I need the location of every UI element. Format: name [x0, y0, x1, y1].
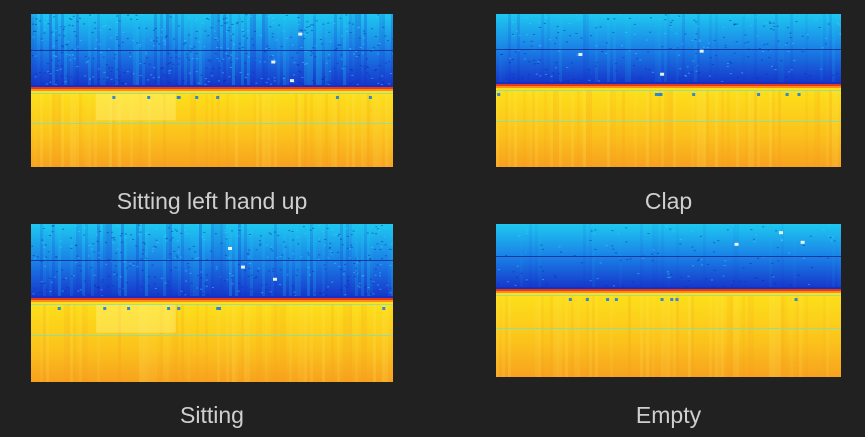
- caption-sitting-left-hand-up: Sitting left hand up: [116, 188, 308, 214]
- caption-clap: Clap: [644, 188, 693, 214]
- spectrogram-clap: [496, 14, 841, 167]
- caption-empty: Empty: [635, 402, 702, 428]
- spectrogram-sitting-left-hand-up: [31, 14, 393, 167]
- caption-sitting: Sitting: [180, 402, 244, 428]
- spectrogram-empty: [496, 224, 841, 377]
- spectrogram-sitting: [31, 224, 393, 382]
